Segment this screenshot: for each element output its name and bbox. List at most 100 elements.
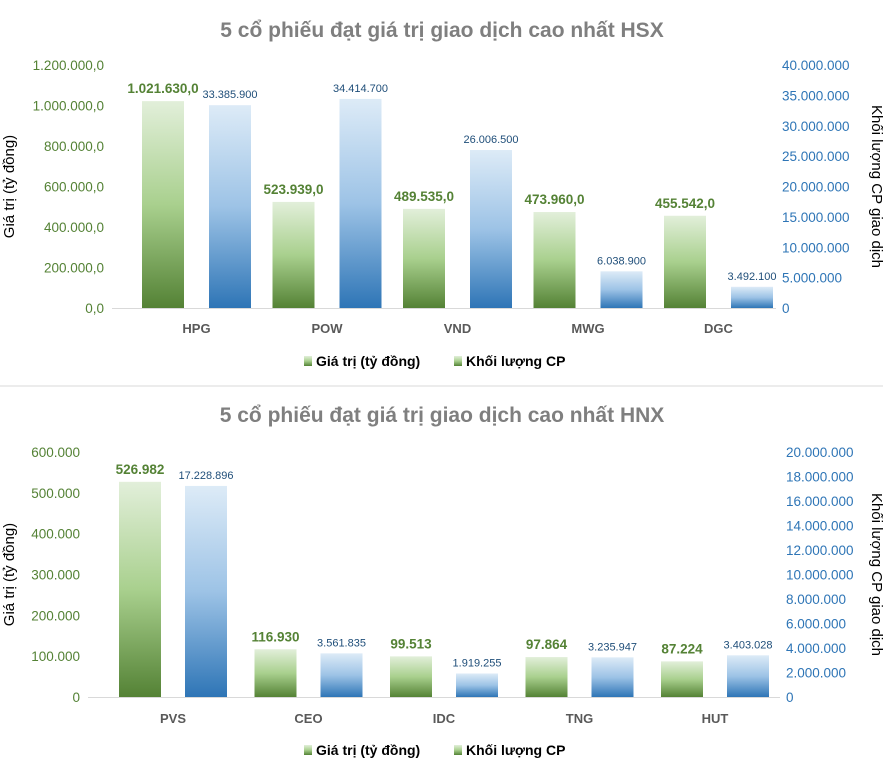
y2-tick-label: 15.000.000 bbox=[782, 210, 850, 225]
category-label: MWG bbox=[571, 321, 604, 336]
legend-swatch-volume bbox=[454, 745, 462, 755]
y-tick-label: 1.200.000,0 bbox=[33, 58, 104, 73]
bar-value-pvs bbox=[119, 481, 161, 697]
category-label: DGC bbox=[704, 321, 734, 336]
y-tick-label: 400.000,0 bbox=[44, 220, 104, 235]
y-tick-label: 0,0 bbox=[85, 301, 104, 316]
y-tick-label: 200.000 bbox=[31, 608, 80, 623]
y-tick-label: 300.000 bbox=[31, 568, 80, 583]
data-label-volume: 3.235.947 bbox=[588, 641, 637, 653]
data-label-volume: 1.919.255 bbox=[453, 657, 502, 669]
legend-swatch-value bbox=[304, 356, 312, 366]
y2-tick-label: 30.000.000 bbox=[782, 119, 850, 134]
y-tick-label: 600.000,0 bbox=[44, 180, 104, 195]
data-label-volume: 34.414.700 bbox=[333, 83, 388, 95]
y2-tick-label: 20.000.000 bbox=[782, 180, 850, 195]
y-tick-label: 0 bbox=[72, 690, 80, 705]
y2-tick-label: 12.000.000 bbox=[786, 543, 854, 558]
legend-label-value: Giá trị (tỷ đồng) bbox=[316, 353, 420, 369]
legend-swatch-volume bbox=[454, 356, 462, 366]
legend-label-volume: Khối lượng CP bbox=[466, 353, 565, 369]
category-label: IDC bbox=[433, 711, 456, 726]
y2-tick-label: 0 bbox=[786, 690, 794, 705]
data-label-value: 523.939,0 bbox=[263, 182, 323, 197]
bar-value-vnd bbox=[403, 208, 445, 308]
bar-value-dgc bbox=[664, 215, 706, 308]
bar-value-hpg bbox=[142, 101, 184, 308]
chart-title: 5 cổ phiếu đạt giá trị giao dịch cao nhấ… bbox=[220, 19, 663, 42]
y2-tick-label: 0 bbox=[782, 301, 790, 316]
y-tick-label: 1.000.000,0 bbox=[33, 99, 104, 114]
y2-tick-label: 35.000.000 bbox=[782, 88, 850, 103]
y-axis-title: Giá trị (tỷ đồng) bbox=[1, 523, 18, 626]
bar-volume-mwg bbox=[600, 271, 643, 308]
data-label-volume: 26.006.500 bbox=[463, 134, 518, 146]
data-label-volume: 33.385.900 bbox=[202, 89, 257, 101]
data-label-value: 526.982 bbox=[116, 462, 165, 477]
bar-volume-vnd bbox=[470, 150, 512, 308]
bar-volume-tng bbox=[591, 657, 634, 697]
y-axis-title: Giá trị (tỷ đồng) bbox=[1, 135, 18, 238]
data-label-value: 489.535,0 bbox=[394, 189, 454, 204]
y-tick-label: 500.000 bbox=[31, 486, 80, 501]
y-tick-label: 800.000,0 bbox=[44, 139, 104, 154]
y-tick-label: 100.000 bbox=[31, 649, 80, 664]
bar-volume-ceo bbox=[320, 653, 363, 697]
y-tick-label: 200.000,0 bbox=[44, 261, 104, 276]
y2-tick-label: 10.000.000 bbox=[782, 240, 850, 255]
category-label: POW bbox=[311, 321, 343, 336]
category-label: PVS bbox=[160, 711, 186, 726]
chart-title: 5 cổ phiếu đạt giá trị giao dịch cao nhấ… bbox=[220, 404, 665, 427]
data-label-value: 97.864 bbox=[526, 637, 568, 652]
y2-tick-label: 2.000.000 bbox=[786, 666, 846, 681]
y2-axis-title: Khối lượng CP giao dịch bbox=[868, 105, 883, 268]
y2-tick-label: 18.000.000 bbox=[786, 470, 854, 485]
legend-label-volume: Khối lượng CP bbox=[466, 742, 565, 758]
legend-swatch-value bbox=[304, 745, 312, 755]
data-label-value: 87.224 bbox=[661, 641, 703, 656]
category-label: TNG bbox=[566, 711, 593, 726]
bar-value-idc bbox=[390, 656, 432, 697]
data-label-volume: 3.403.028 bbox=[724, 639, 773, 651]
data-label-value: 1.021.630,0 bbox=[127, 81, 198, 96]
y2-tick-label: 6.000.000 bbox=[786, 617, 846, 632]
data-label-value: 473.960,0 bbox=[524, 192, 584, 207]
bar-volume-pow bbox=[339, 98, 382, 308]
data-label-volume: 3.561.835 bbox=[317, 637, 366, 649]
bar-volume-idc bbox=[456, 673, 498, 697]
bar-volume-dgc bbox=[731, 286, 773, 308]
data-label-value: 116.930 bbox=[251, 629, 299, 644]
y2-tick-label: 5.000.000 bbox=[782, 271, 842, 286]
bar-value-mwg bbox=[533, 212, 576, 308]
category-label: HPG bbox=[182, 321, 210, 336]
bar-volume-hut bbox=[727, 655, 769, 697]
y2-tick-label: 40.000.000 bbox=[782, 58, 850, 73]
y2-tick-label: 20.000.000 bbox=[786, 445, 854, 460]
bar-value-hut bbox=[661, 661, 703, 697]
bar-value-ceo bbox=[254, 649, 297, 697]
y2-tick-label: 4.000.000 bbox=[786, 641, 846, 656]
category-label: CEO bbox=[294, 711, 322, 726]
y2-axis-title: Khối lượng CP giao dịch bbox=[868, 493, 883, 656]
category-label: HUT bbox=[702, 711, 729, 726]
bar-value-pow bbox=[272, 201, 315, 308]
data-label-value: 455.542,0 bbox=[655, 196, 715, 211]
data-label-volume: 6.038.900 bbox=[597, 255, 646, 267]
y-tick-label: 600.000 bbox=[31, 445, 80, 460]
data-label-volume: 17.228.896 bbox=[178, 470, 233, 482]
bar-volume-pvs bbox=[185, 485, 227, 697]
y-tick-label: 400.000 bbox=[31, 527, 80, 542]
category-label: VND bbox=[444, 321, 471, 336]
bar-volume-hpg bbox=[209, 105, 251, 308]
y2-tick-label: 10.000.000 bbox=[786, 568, 854, 583]
bar-value-tng bbox=[525, 657, 568, 697]
y2-tick-label: 25.000.000 bbox=[782, 149, 850, 164]
y2-tick-label: 16.000.000 bbox=[786, 494, 854, 509]
y2-tick-label: 8.000.000 bbox=[786, 592, 846, 607]
legend-label-value: Giá trị (tỷ đồng) bbox=[316, 742, 420, 758]
data-label-volume: 3.492.100 bbox=[728, 271, 777, 283]
data-label-value: 99.513 bbox=[390, 636, 432, 651]
y2-tick-label: 14.000.000 bbox=[786, 519, 854, 534]
